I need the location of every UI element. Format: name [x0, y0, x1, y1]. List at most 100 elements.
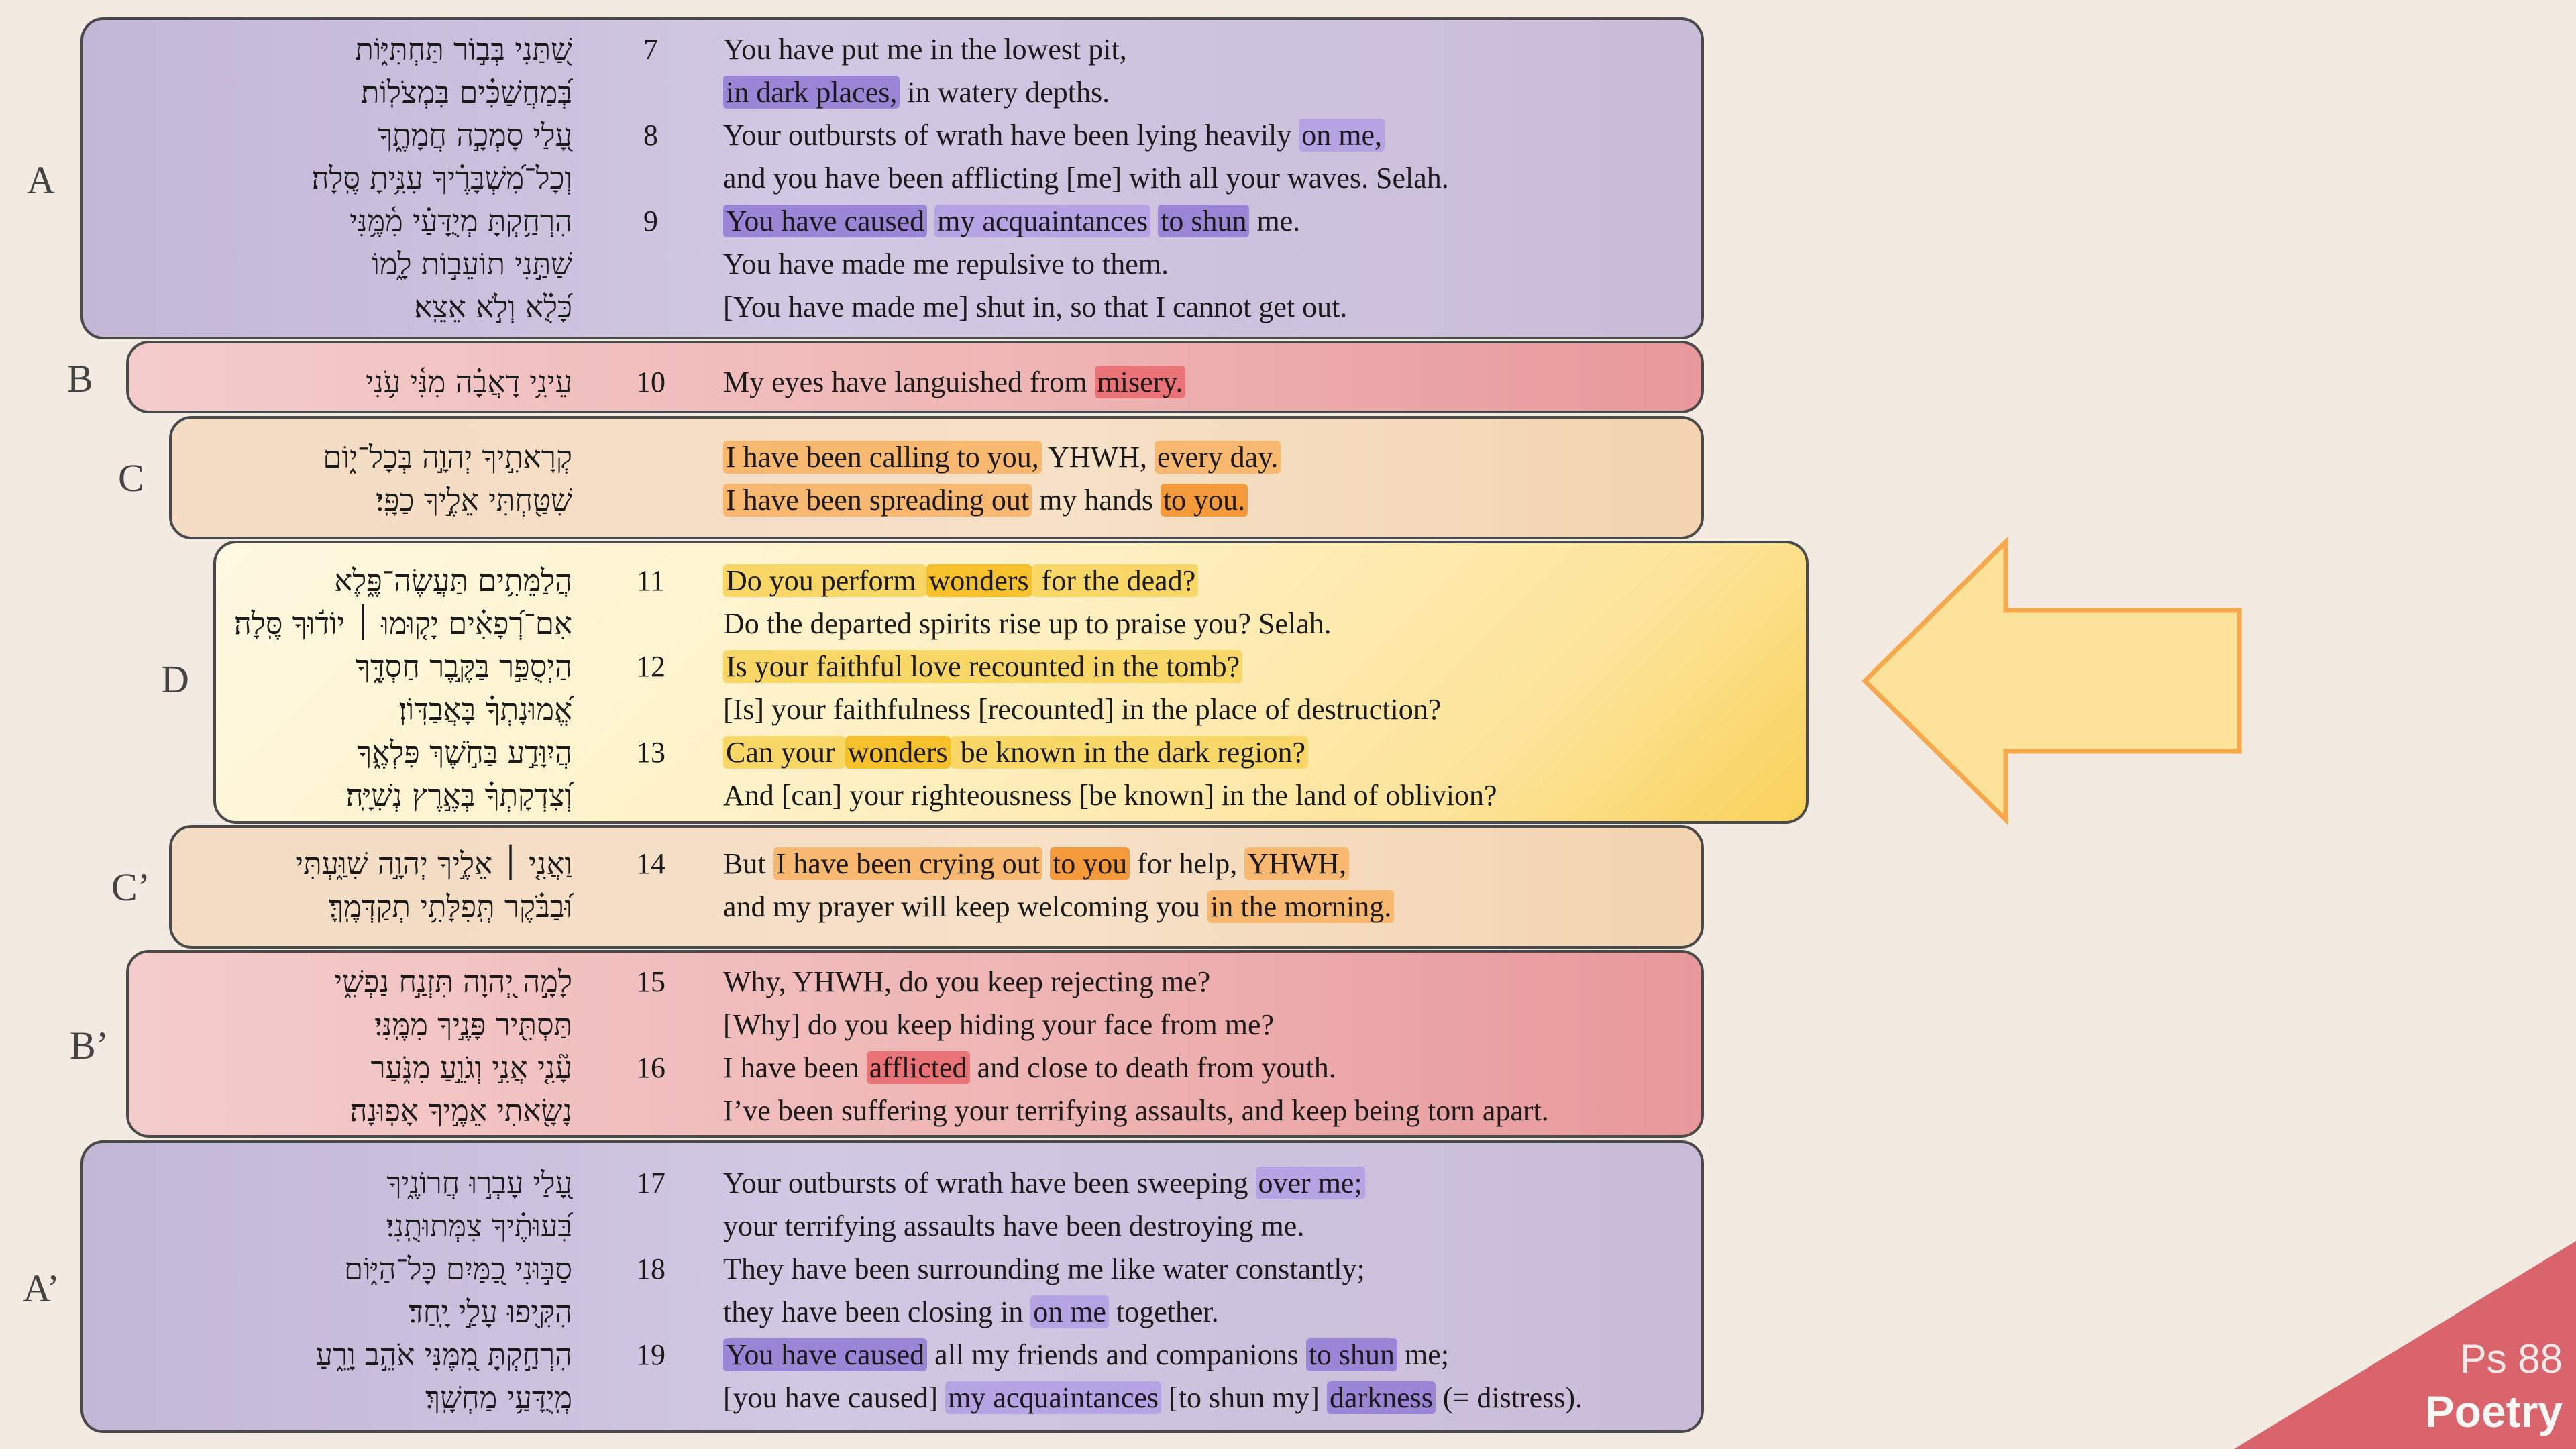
english-text: You have put me in the lowest pit, [723, 28, 1127, 71]
text-segment: [to shun my] [1161, 1381, 1327, 1414]
highlighted-phrase: I have been spreading out [723, 484, 1032, 517]
english-text: My eyes have languished from misery. [723, 361, 1186, 404]
hebrew-text: אִם־רְ֝פָאִ֗ים יָק֤וּמוּ ׀ יוֹד֬וּךָ סֶּ… [233, 606, 572, 641]
text-segment: [Why] do you keep hiding your face from … [723, 1008, 1275, 1041]
text-segment: your terrifying assaults have been destr… [723, 1210, 1305, 1242]
hebrew-text: תַּסְתִּ֖יר פָּנֶ֣יךָ מִמֶּֽנִּי׃ [374, 1007, 572, 1042]
verse-line: הִרְחַ֣קְתָּ מִ֭מֶּנִּי אֹהֵ֣ב וָרֵ֑עַ 19… [0, 1334, 1744, 1377]
highlighted-phrase: afflicted [866, 1051, 970, 1084]
highlighted-phrase: to shun [1305, 1338, 1398, 1371]
english-text: They have been surrounding me like water… [723, 1248, 1365, 1291]
english-text: Do the departed spirits rise up to prais… [723, 602, 1332, 645]
english-text: Your outbursts of wrath have been sweepi… [723, 1162, 1365, 1205]
english-text: your terrifying assaults have been destr… [723, 1205, 1304, 1248]
hebrew-text: עָ֭לַי סָמְכָ֣ה חֲמָתֶ֑ךָ [378, 117, 572, 153]
english-text: But I have been crying out to you for he… [723, 843, 1350, 885]
highlighted-phrase: I have been crying out [773, 847, 1042, 880]
hebrew-text: הֲיִוָּדַ֣ע בַּחֹ֣שֶׁךְ פִּלְאֶ֑ךָ [357, 735, 572, 770]
verse-line: שִׁטַּ֖חְתִּי אֵלֶ֣יךָ כַפָּֽי׃ I have be… [0, 479, 1744, 522]
highlighted-phrase: in dark places, [723, 76, 900, 109]
verse-line: אֱ֝מוּנָתְךָ֗ בָּאֲבַדּֽוֹן׃ [Is] your fa… [0, 688, 1744, 731]
hebrew-text: עָ֘נִ֤י אֲנִ֣י וְגֹוֵ֣עַ מִנֹּ֑עַר [370, 1050, 572, 1085]
hebrew-text: הִקִּ֖יפוּ עָלַ֣י יָֽחַד׃ [409, 1294, 572, 1330]
verse-line: הִרְחַ֥קְתָּ מְיֻדָּעַ֗י מִ֫מֶּ֥נִּי 9 You… [0, 200, 1744, 243]
section-c-prime-panel [169, 825, 1704, 949]
highlighted-phrase: misery. [1094, 366, 1186, 398]
highlighted-phrase: darkness [1326, 1381, 1436, 1414]
text-segment [927, 205, 934, 237]
verse-number: 12 [636, 650, 665, 683]
genre-label: Poetry [2424, 1387, 2563, 1436]
highlighted-phrase: I have been calling to you, [723, 441, 1042, 474]
english-text: they have been closing in on me together… [723, 1291, 1219, 1334]
verse-line: נָשָׂ֖אתִי אֵמֶ֣יךָ אָפֽוּנָה׃ I’ve been … [0, 1089, 1744, 1132]
verse-number: 11 [636, 564, 665, 597]
english-text: [You have made me] shut in, so that I ca… [723, 286, 1347, 329]
english-text: Can your wonders be known in the dark re… [723, 731, 1309, 774]
verse-number: 18 [636, 1252, 665, 1285]
verse-line: וְכָל־מִ֝שְׁבָּרֶ֗יךָ עִנִּ֥יתָ סֶּֽלָה׃… [0, 157, 1744, 200]
hebrew-text: שַׁתַּ֣נִי תוֹעֵב֣וֹת לָ֑מוֹ [372, 246, 572, 282]
hebrew-text: הִרְחַ֥קְתָּ מְיֻדָּעַ֗י מִ֫מֶּ֥נִּי [350, 203, 572, 239]
section-label-c-prime: C’ [111, 865, 150, 909]
highlighted-phrase: Is your faithful love recounted in the t… [723, 650, 1243, 683]
hebrew-text: אֱ֝מוּנָתְךָ֗ בָּאֲבַדּֽוֹן׃ [398, 692, 572, 727]
highlighted-phrase: to you [1049, 847, 1130, 880]
english-text: And [can] your righteousness [be known] … [723, 774, 1497, 817]
english-text: Your outbursts of wrath have been lying … [723, 114, 1385, 157]
verse-number: 13 [636, 736, 665, 769]
verse-line: וְ֝צִדְקָתְךָ֗ בְּאֶ֣רֶץ נְשִׁיָּֽה׃ And … [0, 774, 1744, 817]
highlighted-phrase: wonders [845, 736, 951, 769]
verse-line: בְּ֝מַחֲשַׁכִּ֗ים בִּמְצֹלֽוֹת׃ in dark p… [0, 71, 1744, 114]
hebrew-text: וְכָל־מִ֝שְׁבָּרֶ֗יךָ עִנִּ֥יתָ סֶּֽלָה׃ [311, 160, 573, 196]
highlighted-phrase: on me [1030, 1295, 1109, 1328]
section-b-panel [126, 341, 1704, 413]
text-segment: Your outbursts of wrath have been sweepi… [723, 1167, 1256, 1199]
text-segment: You have made me repulsive to them. [723, 248, 1169, 280]
text-segment: and close to death from youth. [969, 1051, 1336, 1084]
verse-line: תַּסְתִּ֖יר פָּנֶ֣יךָ מִמֶּֽנִּי׃ [Why] d… [0, 1004, 1744, 1046]
highlighted-phrase: to you. [1160, 484, 1248, 517]
verse-line: הֲיִוָּדַ֣ע בַּחֹ֣שֶׁךְ פִּלְאֶ֑ךָ 13 Can … [0, 731, 1744, 774]
hebrew-text: שַׁ֭תַּנִי בְּב֣וֹר תַּחְתִּיּ֑וֹת [355, 32, 572, 67]
hebrew-text: וּ֝בַבֹּ֗קֶר תְּֽפִלָּתִ֥י תְקַדְּמֶֽךָּ… [329, 889, 572, 924]
verse-number: 19 [636, 1338, 665, 1371]
verse-line: מְֽיֻדָּעַ֥י מַחְשָֽׁךְ׃ [you have caused… [0, 1377, 1744, 1419]
hebrew-text: נָשָׂ֖אתִי אֵמֶ֣יךָ אָפֽוּנָה׃ [350, 1093, 572, 1128]
highlighted-phrase: for the dead? [1031, 564, 1199, 597]
verse-number: 7 [643, 33, 658, 66]
text-segment: (= distress). [1435, 1381, 1583, 1414]
verse-line: עָ֭לַי סָמְכָ֣ה חֲמָתֶ֑ךָ 8 Your outbursts… [0, 114, 1744, 157]
verse-number: 16 [636, 1051, 665, 1084]
verse-number: 10 [636, 366, 665, 398]
section-b-prime-panel [126, 950, 1704, 1138]
text-segment: Do the departed spirits rise up to prais… [723, 607, 1332, 640]
hebrew-text: כָּ֝לֻ֗א וְלֹ֣א אֵצֵֽא׃ [414, 289, 572, 325]
hebrew-text: וְ֝צִדְקָתְךָ֗ בְּאֶ֣רֶץ נְשִׁיָּֽה׃ [345, 777, 572, 813]
verse-number: 17 [636, 1167, 665, 1199]
text-segment [1042, 847, 1050, 880]
english-text: Why, YHWH, do you keep rejecting me? [723, 961, 1210, 1004]
verse-line: אִם־רְ֝פָאִ֗ים יָק֤וּמוּ ׀ יוֹד֬וּךָ סֶּ… [0, 602, 1744, 645]
section-label-b-prime: B’ [70, 1024, 109, 1067]
english-text: and my prayer will keep welcoming you in… [723, 885, 1395, 928]
verse-line: וּ֝בַבֹּ֗קֶר תְּֽפִלָּתִ֥י תְקַדְּמֶֽךָּ… [0, 885, 1744, 928]
verse-number: 14 [636, 847, 665, 880]
highlighted-phrase: in the morning. [1208, 890, 1395, 923]
text-segment: for help, [1130, 847, 1245, 880]
english-text: I have been afflicted and close to death… [723, 1046, 1336, 1089]
verse-number: 8 [643, 119, 658, 152]
highlighted-phrase: my acquaintances [945, 1381, 1162, 1414]
text-segment: [Is] your faithfulness [recounted] in th… [723, 693, 1442, 726]
highlighted-phrase: You have caused [723, 205, 928, 237]
english-text: I have been calling to you, YHWH, every … [723, 436, 1281, 479]
left-arrow-icon [1862, 537, 2242, 825]
highlighted-phrase: on me, [1299, 119, 1385, 152]
english-text: and you have been afflicting [me] with a… [723, 157, 1449, 200]
text-segment: Why, YHWH, do you keep rejecting me? [723, 965, 1211, 998]
english-text: Is your faithful love recounted in the t… [723, 645, 1243, 688]
verse-line: וַאֲנִ֤י ׀ אֵלֶ֣יךָ יְהוָ֣ה שִׁוַּ֑עְתִּ… [0, 843, 1744, 885]
hebrew-text: בְּ֝מַחֲשַׁכִּ֗ים בִּמְצֹלֽוֹת׃ [361, 74, 572, 110]
text-segment: YHWH, [1041, 441, 1155, 474]
section-label-a: A [27, 158, 55, 202]
